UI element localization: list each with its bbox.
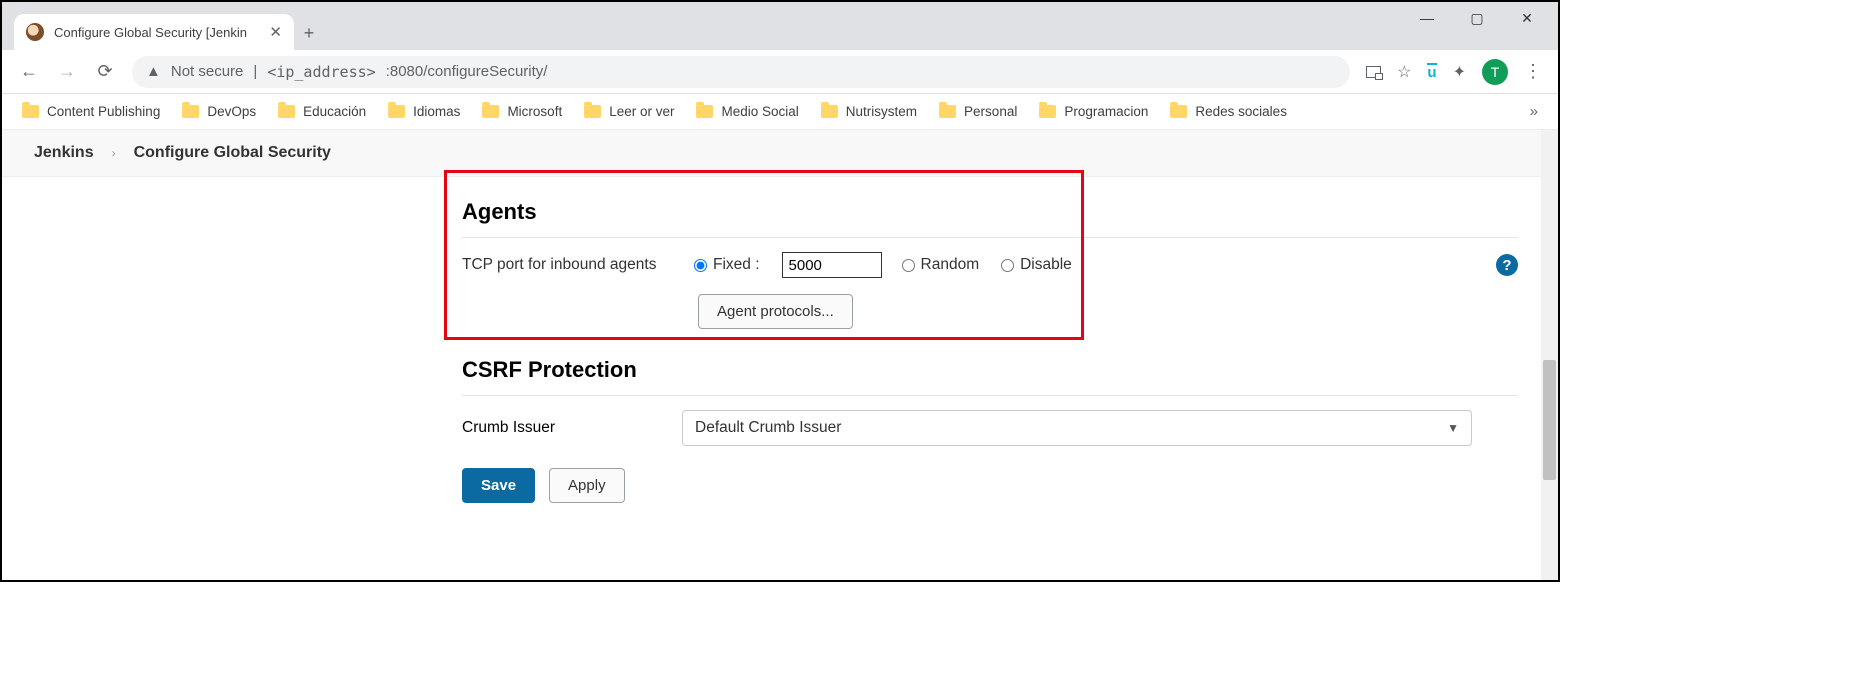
breadcrumb: Jenkins › Configure Global Security	[2, 130, 1558, 177]
apply-button[interactable]: Apply	[549, 468, 625, 503]
chevron-down-icon: ▼	[1447, 421, 1459, 435]
folder-icon	[482, 105, 499, 118]
not-secure-text: Not secure	[171, 63, 244, 80]
fixed-port-input[interactable]	[782, 252, 882, 278]
breadcrumb-sep-icon: ›	[112, 146, 116, 160]
csrf-title: CSRF Protection	[462, 357, 1518, 383]
folder-icon	[939, 105, 956, 118]
not-secure-icon: ▲	[146, 63, 161, 80]
divider	[462, 237, 1518, 238]
nav-reload[interactable]: ⟳	[94, 61, 116, 82]
bookmark-label: Redes sociales	[1195, 104, 1287, 119]
omnibox-ip: <ip_address>	[267, 63, 375, 81]
scrollbar[interactable]	[1541, 130, 1558, 580]
bookmark-label: Medio Social	[721, 104, 798, 119]
extension-u-icon[interactable]: u	[1427, 63, 1436, 80]
window-minimize[interactable]: —	[1416, 10, 1438, 27]
bookmark-label: Microsoft	[507, 104, 562, 119]
tcp-port-row: TCP port for inbound agents Fixed : Rand…	[462, 252, 1518, 278]
radio-disable[interactable]: Disable	[1001, 256, 1072, 274]
omnibox-sep: |	[253, 63, 257, 80]
bookmark-folder[interactable]: Medio Social	[696, 104, 798, 119]
bookmark-folder[interactable]: Idiomas	[388, 104, 460, 119]
radio-fixed-label: Fixed :	[713, 256, 760, 274]
folder-icon	[182, 105, 199, 118]
bookmark-folder[interactable]: Leer or ver	[584, 104, 674, 119]
crumb-issuer-label: Crumb Issuer	[462, 419, 642, 437]
bookmark-label: Programacion	[1064, 104, 1148, 119]
window-maximize[interactable]: ▢	[1466, 10, 1488, 27]
breadcrumb-root[interactable]: Jenkins	[34, 144, 94, 162]
bookmark-folder[interactable]: Nutrisystem	[821, 104, 917, 119]
folder-icon	[821, 105, 838, 118]
breadcrumb-current[interactable]: Configure Global Security	[134, 144, 331, 162]
browser-menu-icon[interactable]: ⋮	[1524, 61, 1542, 82]
radio-random-input[interactable]	[902, 259, 915, 272]
bookmark-label: Leer or ver	[609, 104, 674, 119]
divider	[462, 395, 1518, 396]
bookmark-label: Personal	[964, 104, 1017, 119]
bookmark-folder[interactable]: DevOps	[182, 104, 256, 119]
extensions-puzzle-icon[interactable]: ✦	[1453, 62, 1466, 82]
radio-disable-label: Disable	[1020, 256, 1072, 274]
new-tab-button[interactable]: +	[294, 23, 324, 50]
crumb-issuer-select[interactable]: Default Crumb Issuer ▼	[682, 410, 1472, 446]
bookmarks-overflow[interactable]: »	[1530, 103, 1538, 120]
bookmark-folder[interactable]: Educación	[278, 104, 366, 119]
profile-avatar[interactable]: T	[1482, 59, 1508, 85]
folder-icon	[278, 105, 295, 118]
folder-icon	[1170, 105, 1187, 118]
omnibox[interactable]: ▲ Not secure | <ip_address> :8080/config…	[132, 56, 1350, 88]
agents-title: Agents	[462, 199, 1518, 225]
nav-forward[interactable]: →	[56, 61, 78, 82]
bookmark-folder[interactable]: Microsoft	[482, 104, 562, 119]
cast-icon[interactable]	[1366, 66, 1381, 78]
bookmark-folder[interactable]: Content Publishing	[22, 104, 160, 119]
bookmark-star-icon[interactable]: ☆	[1397, 62, 1411, 82]
tab-strip: Configure Global Security [Jenkin ✕ +	[2, 2, 1558, 50]
radio-random-label: Random	[921, 256, 980, 274]
bookmark-folder[interactable]: Programacion	[1039, 104, 1148, 119]
radio-fixed[interactable]: Fixed :	[694, 256, 760, 274]
folder-icon	[388, 105, 405, 118]
folder-icon	[584, 105, 601, 118]
agent-protocols-button[interactable]: Agent protocols...	[698, 294, 853, 329]
radio-disable-input[interactable]	[1001, 259, 1014, 272]
csrf-section: CSRF Protection Crumb Issuer Default Cru…	[462, 357, 1518, 503]
bookmark-folder[interactable]: Personal	[939, 104, 1017, 119]
tab-close-icon[interactable]: ✕	[269, 23, 282, 41]
window-close[interactable]: ✕	[1516, 10, 1538, 27]
jenkins-favicon	[26, 23, 44, 41]
bookmark-label: Content Publishing	[47, 104, 160, 119]
bookmark-label: DevOps	[207, 104, 256, 119]
help-icon[interactable]: ?	[1496, 254, 1518, 276]
bookmark-label: Nutrisystem	[846, 104, 917, 119]
folder-icon	[1039, 105, 1056, 118]
crumb-issuer-value: Default Crumb Issuer	[695, 419, 841, 437]
nav-back[interactable]: ←	[18, 61, 40, 82]
bookmarks-bar: Content Publishing DevOps Educación Idio…	[2, 94, 1558, 130]
bookmark-folder[interactable]: Redes sociales	[1170, 104, 1287, 119]
tab-title: Configure Global Security [Jenkin	[54, 25, 259, 40]
address-bar: ← → ⟳ ▲ Not secure | <ip_address> :8080/…	[2, 50, 1558, 94]
agents-section: Agents TCP port for inbound agents Fixed…	[462, 177, 1518, 329]
save-button[interactable]: Save	[462, 468, 535, 503]
radio-fixed-input[interactable]	[694, 259, 707, 272]
radio-random[interactable]: Random	[902, 256, 980, 274]
folder-icon	[696, 105, 713, 118]
omnibox-path: :8080/configureSecurity/	[386, 63, 548, 80]
scrollbar-thumb[interactable]	[1543, 360, 1556, 480]
bookmark-label: Idiomas	[413, 104, 460, 119]
folder-icon	[22, 105, 39, 118]
bookmark-label: Educación	[303, 104, 366, 119]
browser-tab[interactable]: Configure Global Security [Jenkin ✕	[14, 14, 294, 50]
tcp-port-label: TCP port for inbound agents	[462, 256, 682, 274]
